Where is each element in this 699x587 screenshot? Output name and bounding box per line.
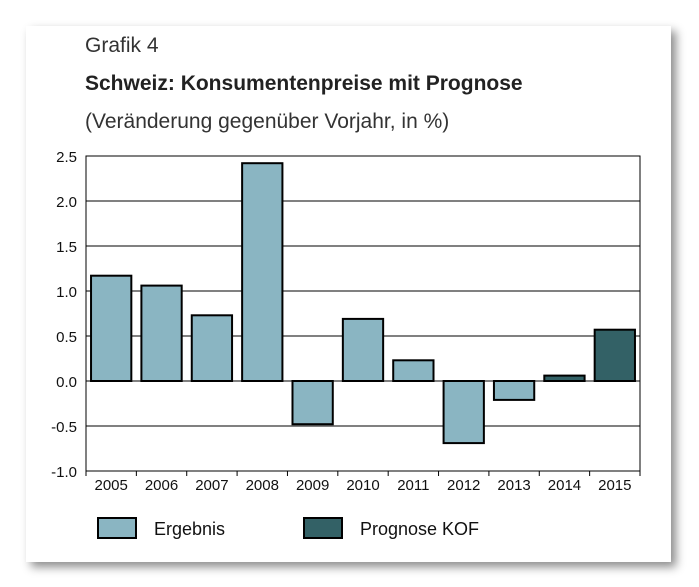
y-tick-label: 2.5: [56, 149, 77, 166]
y-tick-label: -1.0: [51, 464, 77, 481]
y-tick-label: 0.5: [56, 329, 77, 346]
figure-card: [26, 26, 671, 562]
x-tick-label: 2008: [246, 477, 279, 494]
x-tick-label: 2012: [447, 477, 480, 494]
bar-2009: [291, 380, 334, 426]
bar-2015: [593, 328, 636, 383]
bar-2014: [543, 374, 586, 383]
x-tick-label: 2015: [598, 477, 631, 494]
x-axis-ticks: 2005 2006 2007 2008 2009 2010 2011 2012 2013 2014…: [85, 471, 641, 494]
bar-2011: [392, 359, 435, 382]
x-tick-label: 2013: [497, 477, 530, 494]
x-tick-label: 2009: [296, 477, 329, 494]
legend: Ergebnis Prognose KOF: [97, 517, 479, 539]
legend-label-prognose: Prognose KOF: [360, 519, 479, 539]
bar-2008: [241, 162, 284, 382]
figure-label: Grafik 4: [85, 34, 159, 57]
y-axis-ticks: 2.5 2.0 1.5 1.0 0.5 0.0 -0.5 -1.0: [51, 149, 77, 481]
legend-swatch-ergebnis: [97, 517, 137, 539]
x-tick-label: 2005: [94, 477, 127, 494]
bar-2005: [90, 274, 133, 383]
y-tick-label: 0.0: [56, 374, 77, 391]
bar-2007: [190, 314, 234, 382]
plot-frame: [85, 155, 641, 472]
legend-swatch-prognose: [303, 517, 343, 539]
x-tick-label: 2007: [195, 477, 228, 494]
chart-subtitle: (Veränderung gegenüber Vorjahr, in %): [85, 110, 450, 133]
y-tick-label: 1.0: [56, 284, 77, 301]
chart-title: Schweiz: Konsumentenpreise mit Prognose: [85, 72, 523, 95]
bars: [90, 162, 636, 445]
x-tick-label: 2006: [145, 477, 178, 494]
x-tick-label: 2011: [397, 477, 429, 494]
y-tick-label: 1.5: [56, 239, 77, 256]
y-tick-label: 2.0: [56, 194, 77, 211]
bar-2012: [442, 380, 485, 445]
y-tick-label: -0.5: [51, 419, 77, 436]
x-tick-label: 2010: [346, 477, 379, 494]
bar-2006: [140, 284, 183, 383]
legend-label-ergebnis: Ergebnis: [154, 519, 225, 539]
bar-2013: [492, 380, 536, 401]
bar-2010: [341, 317, 385, 382]
x-tick-label: 2014: [548, 477, 581, 494]
